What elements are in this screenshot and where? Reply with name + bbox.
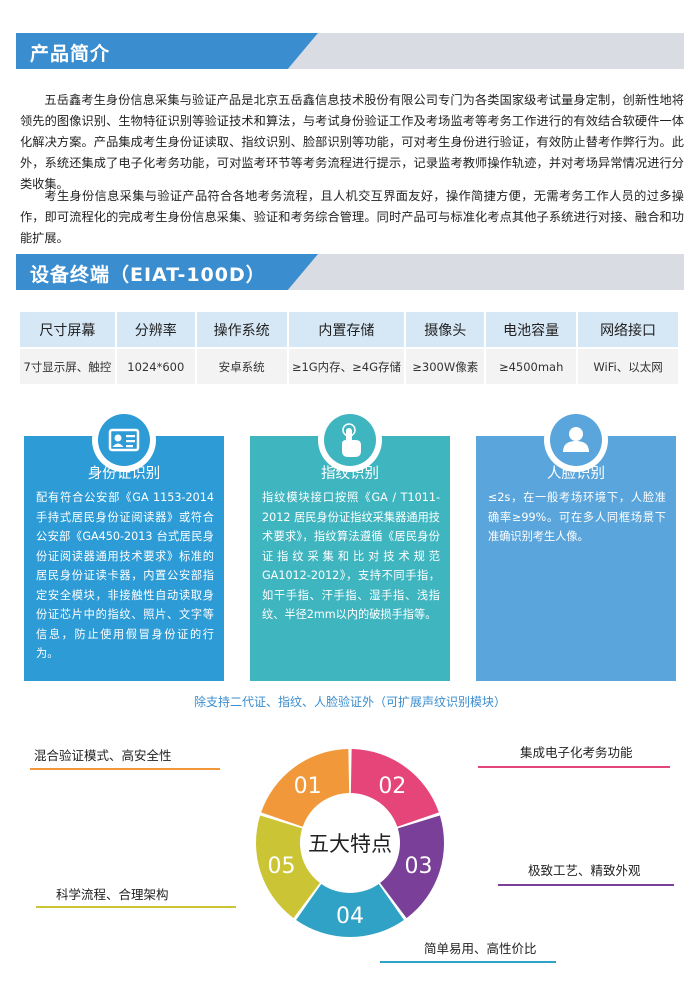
card-body: 配有符合公安部《GA 1153-2014 手持式居民身份证阅读器》或符合公安部《… bbox=[36, 491, 214, 660]
card-body: ≤2s，在一般考场环境下，人脸准确率≥99%。可在多人同框场景下准确识别考生人像… bbox=[488, 491, 666, 543]
card-title: 指纹识别 bbox=[321, 466, 379, 482]
spec-value: 1024*600 bbox=[115, 347, 197, 384]
device-title: 设备终端（EIAT-100D） bbox=[30, 264, 266, 286]
spec-header: 分辨率 bbox=[115, 312, 197, 348]
feature-line-02 bbox=[478, 766, 670, 768]
spec-header: 内置存储 bbox=[287, 312, 407, 348]
header-band bbox=[16, 254, 318, 290]
feature-label-01: 混合验证模式、高安全性 bbox=[34, 748, 172, 763]
feature-label-02: 集成电子化考务功能 bbox=[520, 745, 633, 760]
ring-center bbox=[302, 795, 398, 891]
feature-label-03: 极致工艺、精致外观 bbox=[528, 863, 641, 878]
ring-number-03: 03 bbox=[404, 854, 432, 879]
spec-header: 电池容量 bbox=[485, 312, 579, 348]
spec-table: 尺寸屏幕 分辨率 操作系统 内置存储 摄像头 电池容量 网络接口 7寸显示屏、触… bbox=[20, 312, 680, 384]
spec-value: WiFi、以太网 bbox=[577, 347, 680, 384]
face-recognition-card: 人脸识别 ≤2s，在一般考场环境下，人脸准确率≥99%。可在多人同框场景下准确识… bbox=[476, 408, 676, 681]
spec-header: 尺寸屏幕 bbox=[20, 312, 117, 348]
spec-header: 摄像头 bbox=[405, 312, 487, 348]
ring-segment-03 bbox=[380, 815, 444, 919]
id-card-recognition-card: 身份证识别 配有符合公安部《GA 1153-2014 手持式居民身份证阅读器》或… bbox=[24, 408, 224, 681]
spec-header: 操作系统 bbox=[195, 312, 289, 348]
spec-value: ≥300W像素 bbox=[405, 347, 487, 384]
card-icon-circle bbox=[318, 408, 382, 472]
intro-section-header: 产品简介 bbox=[16, 33, 684, 69]
spec-header-row: 尺寸屏幕 分辨率 操作系统 内置存储 摄像头 电池容量 网络接口 bbox=[20, 312, 680, 348]
card-icon-circle bbox=[544, 408, 608, 472]
fingerprint-recognition-card: 指纹识别 指纹模块接口按照《GA / T1011-2012 居民身份证指纹采集器… bbox=[250, 408, 450, 681]
card-body: 指纹模块接口按照《GA / T1011-2012 居民身份证指纹采集器通用技术要… bbox=[262, 491, 440, 621]
ring-number-02: 02 bbox=[378, 774, 406, 799]
intro-paragraph-1: 五岳鑫考生身份信息采集与验证产品是北京五岳鑫信息技术股份有限公司专门为各类国家级… bbox=[20, 93, 684, 191]
ring-segment-02 bbox=[350, 749, 439, 827]
ring-center-title: 五大特点 bbox=[308, 832, 392, 856]
header-band bbox=[16, 33, 318, 69]
spec-header: 网络接口 bbox=[577, 312, 680, 348]
feature-line-05 bbox=[36, 906, 236, 908]
feature-line-01 bbox=[30, 768, 220, 770]
ring-segment-04 bbox=[296, 883, 404, 937]
intro-title: 产品简介 bbox=[30, 43, 111, 65]
spec-value: 7寸显示屏、触控 bbox=[20, 347, 117, 384]
spec-value-row: 7寸显示屏、触控 1024*600 安卓系统 ≥1G内存、≥4G存储 ≥300W… bbox=[20, 347, 680, 384]
ring-number-01: 01 bbox=[294, 774, 322, 799]
card-title: 身份证识别 bbox=[87, 466, 161, 482]
ring-number-05: 05 bbox=[268, 854, 296, 879]
id-card-icon bbox=[98, 414, 150, 466]
feature-line-04 bbox=[380, 961, 556, 963]
fingerprint-touch-icon bbox=[324, 414, 376, 466]
ring-number-04: 04 bbox=[336, 904, 364, 929]
ring-segment-05 bbox=[256, 815, 320, 919]
extension-note: 除支持二代证、指纹、人脸验证外（可扩展声纹识别模块） bbox=[193, 695, 506, 709]
ring-segment-01 bbox=[261, 749, 350, 827]
person-icon bbox=[550, 414, 602, 466]
feature-line-03 bbox=[498, 884, 674, 886]
intro-paragraph-2: 考生身份信息采集与验证产品符合各地考务流程，且人机交互界面友好，操作简捷方便，无… bbox=[20, 189, 684, 245]
features-ring: 01 02 03 04 05 五大特点 bbox=[256, 749, 444, 937]
feature-label-05: 科学流程、合理架构 bbox=[56, 887, 169, 902]
device-section-header: 设备终端（EIAT-100D） bbox=[16, 254, 684, 290]
spec-value: ≥4500mah bbox=[485, 347, 579, 384]
feature-label-04: 简单易用、高性价比 bbox=[424, 941, 537, 956]
spec-value: 安卓系统 bbox=[195, 347, 289, 384]
card-title: 人脸识别 bbox=[547, 466, 605, 482]
spec-value: ≥1G内存、≥4G存储 bbox=[287, 347, 407, 384]
card-icon-circle bbox=[92, 408, 156, 472]
